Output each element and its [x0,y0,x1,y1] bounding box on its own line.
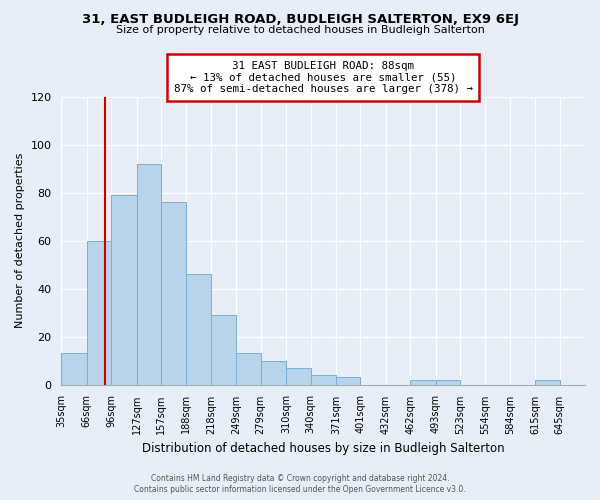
Bar [87,241,111,384]
Bar [211,315,236,384]
Text: Size of property relative to detached houses in Budleigh Salterton: Size of property relative to detached ho… [116,25,484,35]
Y-axis label: Number of detached properties: Number of detached properties [15,153,25,328]
Bar [111,196,137,384]
Bar [410,380,436,384]
Bar [336,378,361,384]
Bar [61,354,87,384]
Bar [261,360,286,384]
Bar [236,354,261,384]
Bar [286,368,311,384]
Bar [311,375,336,384]
Text: Contains HM Land Registry data © Crown copyright and database right 2024.
Contai: Contains HM Land Registry data © Crown c… [134,474,466,494]
X-axis label: Distribution of detached houses by size in Budleigh Salterton: Distribution of detached houses by size … [142,442,505,455]
Bar [436,380,460,384]
Bar [187,274,211,384]
Bar [535,380,560,384]
Bar [161,202,187,384]
Bar [137,164,161,384]
Text: 31, EAST BUDLEIGH ROAD, BUDLEIGH SALTERTON, EX9 6EJ: 31, EAST BUDLEIGH ROAD, BUDLEIGH SALTERT… [82,12,518,26]
Text: 31 EAST BUDLEIGH ROAD: 88sqm
← 13% of detached houses are smaller (55)
87% of se: 31 EAST BUDLEIGH ROAD: 88sqm ← 13% of de… [174,61,473,94]
